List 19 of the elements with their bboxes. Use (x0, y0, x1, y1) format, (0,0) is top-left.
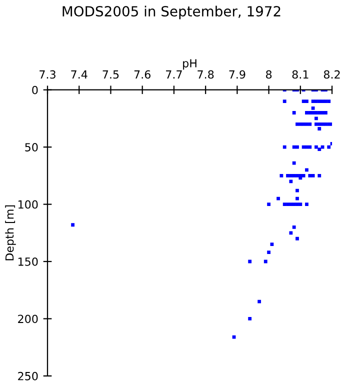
chart-title: MODS2005 in September, 1972 (62, 6, 280, 20)
y-tick-label: 250 (18, 372, 38, 380)
x-axis-title: pH (183, 59, 196, 70)
y-tick-label: 200 (18, 314, 38, 324)
x-tick-label: 7.3 (40, 70, 56, 79)
y-tick-label: 100 (18, 200, 38, 209)
x-tick-label: 8 (266, 70, 272, 79)
x-tick-label: 8.1 (292, 70, 308, 79)
x-tick-label: 7.6 (134, 70, 150, 79)
x-tick-label: 8.2 (324, 70, 340, 79)
y-tick-label: 150 (18, 257, 38, 266)
x-tick-label: 7.8 (198, 70, 214, 79)
y-tick-label: 50 (25, 143, 38, 152)
x-tick-label: 7.5 (102, 70, 119, 79)
x-tick-label: 7.9 (229, 70, 246, 79)
x-tick-label: 7.4 (71, 70, 88, 79)
y-axis-title: Depth [m] (5, 205, 16, 260)
x-tick-label: 7.7 (166, 70, 182, 79)
y-tick-label: 0 (32, 86, 38, 94)
